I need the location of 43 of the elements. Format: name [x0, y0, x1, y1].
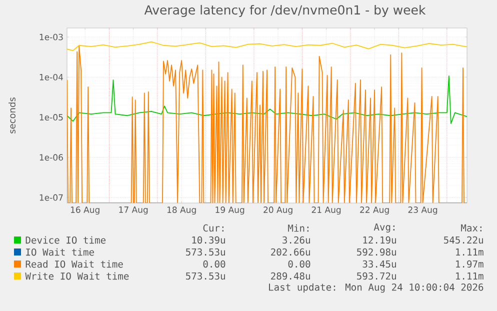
x-tick-label: 22 Aug [360, 206, 389, 215]
text: 573.53u [186, 272, 225, 280]
text: 1.97m [456, 260, 484, 268]
text: 573.53u [186, 248, 225, 256]
x-tick-label: 16 Aug [70, 206, 100, 215]
text: 545.22u [444, 236, 483, 244]
text: 592.98u [357, 248, 396, 256]
text: 33.45u [362, 260, 396, 268]
text: Max: [461, 224, 482, 232]
text: 12.19u [363, 236, 396, 244]
text: Cur: [203, 224, 224, 232]
text: 10.39u [192, 236, 225, 244]
x-tick-label: 20 Aug [264, 206, 292, 215]
text: Last update: Mon Aug 24 10:00:04 2026 [269, 283, 484, 293]
line-series [67, 45, 468, 204]
chart-title: Average latency for /dev/nvme0n1 - by week [144, 4, 426, 18]
x-tick-label: 18 Aug [167, 206, 196, 215]
x-tick-label: 21 Aug [312, 206, 341, 215]
text: Avg: [374, 223, 394, 233]
text: Min: [288, 224, 308, 232]
text: 1.11m [456, 248, 484, 256]
x-tick-label: 19 Aug [216, 206, 244, 215]
text: 3.26u [282, 236, 310, 244]
y-axis-title: seconds [8, 98, 16, 134]
line-series [67, 41, 468, 52]
legend-label: Device IO time [26, 236, 106, 244]
y-tick-label: 1e-04 [40, 74, 64, 80]
text: 593.72u [357, 272, 396, 280]
text: 0.00 [288, 260, 310, 268]
legend-label: IO Wait time [26, 248, 94, 256]
y-tick-label: 1e-05 [40, 114, 63, 120]
text: 0.00 [203, 260, 226, 268]
legend-label: Read IO Wait time [26, 260, 123, 268]
y-tick-label: 1e-03 [40, 34, 63, 40]
line-series [67, 76, 468, 124]
x-tick-label: 17 Aug [119, 206, 148, 214]
text: 202.66u [271, 248, 310, 256]
text: 289.48u [271, 272, 310, 280]
y-tick-label: 1e-06 [40, 154, 63, 161]
text: 1.11m [456, 272, 484, 280]
legend-label: Write IO Wait time [25, 272, 129, 280]
y-tick-label: 1e-07 [40, 194, 63, 201]
x-tick-label: 23 Aug [408, 206, 438, 215]
